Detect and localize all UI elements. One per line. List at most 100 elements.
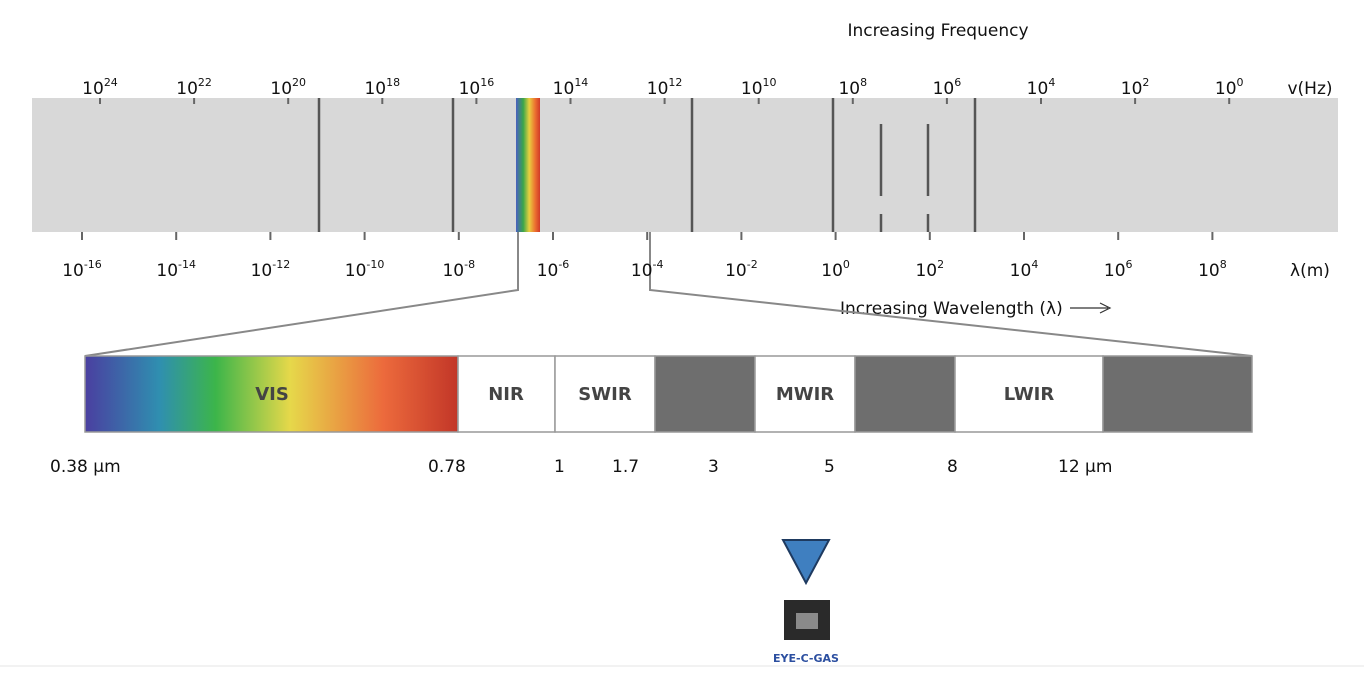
power-base: 10 — [1027, 79, 1049, 99]
infrared-bar — [84, 355, 1253, 433]
spectrum-bar — [32, 98, 1338, 232]
power-exponent: -12 — [272, 258, 290, 271]
power-base: 10 — [821, 261, 843, 281]
power-label: 100 — [1215, 76, 1244, 99]
power-exponent: -6 — [558, 258, 569, 271]
power-label: 1012 — [647, 76, 683, 99]
scale-label: 5 — [824, 457, 835, 477]
power-label: 106 — [933, 76, 962, 99]
wavelength-title: Increasing Wavelength (λ) — [840, 299, 1063, 319]
power-base: 10 — [251, 261, 273, 281]
camera-lens — [796, 613, 818, 629]
power-label: 106 — [1104, 258, 1133, 281]
power-exponent: 0 — [1237, 76, 1244, 89]
power-label: 108 — [838, 76, 867, 99]
power-base: 10 — [647, 79, 669, 99]
band-label: VIS — [255, 384, 289, 405]
power-label: 1010 — [741, 76, 777, 99]
power-base: 10 — [1010, 261, 1032, 281]
power-label: 104 — [1010, 258, 1039, 281]
power-label: 102 — [915, 258, 944, 281]
power-exponent: 4 — [1048, 76, 1055, 89]
power-base: 10 — [537, 261, 559, 281]
power-label: 1018 — [364, 76, 400, 99]
wavelength-unit: λ(m) — [1290, 261, 1330, 281]
power-base: 10 — [933, 79, 955, 99]
power-base: 10 — [156, 261, 178, 281]
power-label: 10-4 — [631, 258, 664, 281]
power-base: 10 — [82, 79, 104, 99]
product-label: EYE-C-GAS — [773, 652, 839, 665]
scale-label: 0.78 — [428, 457, 466, 477]
arrow — [1070, 302, 1112, 314]
power-base: 10 — [459, 79, 481, 99]
power-exponent: -2 — [747, 258, 758, 271]
region-dividers — [317, 98, 977, 232]
power-exponent: 14 — [574, 76, 588, 89]
power-label: 10-16 — [62, 258, 102, 281]
power-base: 10 — [838, 79, 860, 99]
power-label: 10-6 — [537, 258, 570, 281]
power-exponent: -4 — [653, 258, 664, 271]
power-label: 10-8 — [442, 258, 475, 281]
power-base: 10 — [915, 261, 937, 281]
power-label: 100 — [821, 258, 850, 281]
scale-label: 12 μm — [1058, 457, 1112, 477]
power-exponent: 4 — [1031, 258, 1038, 271]
power-exponent: 0 — [843, 258, 850, 271]
power-exponent: 18 — [386, 76, 400, 89]
power-exponent: 6 — [1126, 258, 1133, 271]
power-exponent: -14 — [178, 258, 196, 271]
power-base: 10 — [1104, 261, 1126, 281]
band-label: SWIR — [578, 384, 632, 405]
power-base: 10 — [270, 79, 292, 99]
band-label: MWIR — [776, 384, 834, 405]
power-base: 10 — [364, 79, 386, 99]
power-base: 10 — [725, 261, 747, 281]
zoom-line — [84, 232, 519, 357]
power-base: 10 — [176, 79, 198, 99]
power-label: 1016 — [459, 76, 495, 99]
power-label: 1020 — [270, 76, 306, 99]
power-exponent: 2 — [937, 258, 944, 271]
power-label: 10-10 — [345, 258, 385, 281]
scale-label: 1 — [554, 457, 565, 477]
frequency-title: Increasing Frequency — [848, 21, 1029, 41]
power-exponent: 12 — [668, 76, 682, 89]
power-label: 108 — [1198, 258, 1227, 281]
band-label: NIR — [488, 384, 524, 405]
power-base: 10 — [62, 261, 84, 281]
power-exponent: 6 — [954, 76, 961, 89]
power-exponent: 2 — [1142, 76, 1149, 89]
power-exponent: 24 — [104, 76, 118, 89]
power-base: 10 — [553, 79, 575, 99]
scale-label: 1.7 — [612, 457, 639, 477]
power-exponent: -16 — [84, 258, 102, 271]
power-base: 10 — [1121, 79, 1143, 99]
band-label: LWIR — [1004, 384, 1055, 405]
power-exponent: 8 — [860, 76, 867, 89]
power-label: 104 — [1027, 76, 1056, 99]
power-base: 10 — [1198, 261, 1220, 281]
scale-label: 8 — [947, 457, 958, 477]
power-label: 102 — [1121, 76, 1150, 99]
scale-label: 3 — [708, 457, 719, 477]
power-exponent: 22 — [198, 76, 212, 89]
power-label: 10-2 — [725, 258, 758, 281]
frequency-unit: v(Hz) — [1287, 79, 1332, 99]
power-base: 10 — [631, 261, 653, 281]
scale-label: 0.38 μm — [50, 457, 121, 477]
power-exponent: 8 — [1220, 258, 1227, 271]
power-label: 1014 — [553, 76, 589, 99]
zoom-line — [649, 232, 1253, 357]
power-exponent: -8 — [464, 258, 475, 271]
power-exponent: 20 — [292, 76, 306, 89]
power-exponent: -10 — [366, 258, 384, 271]
power-exponent: 16 — [480, 76, 494, 89]
power-label: 10-12 — [251, 258, 291, 281]
power-base: 10 — [442, 261, 464, 281]
power-exponent: 10 — [763, 76, 777, 89]
pointer-triangle — [781, 539, 831, 586]
visible-strip — [516, 98, 540, 232]
